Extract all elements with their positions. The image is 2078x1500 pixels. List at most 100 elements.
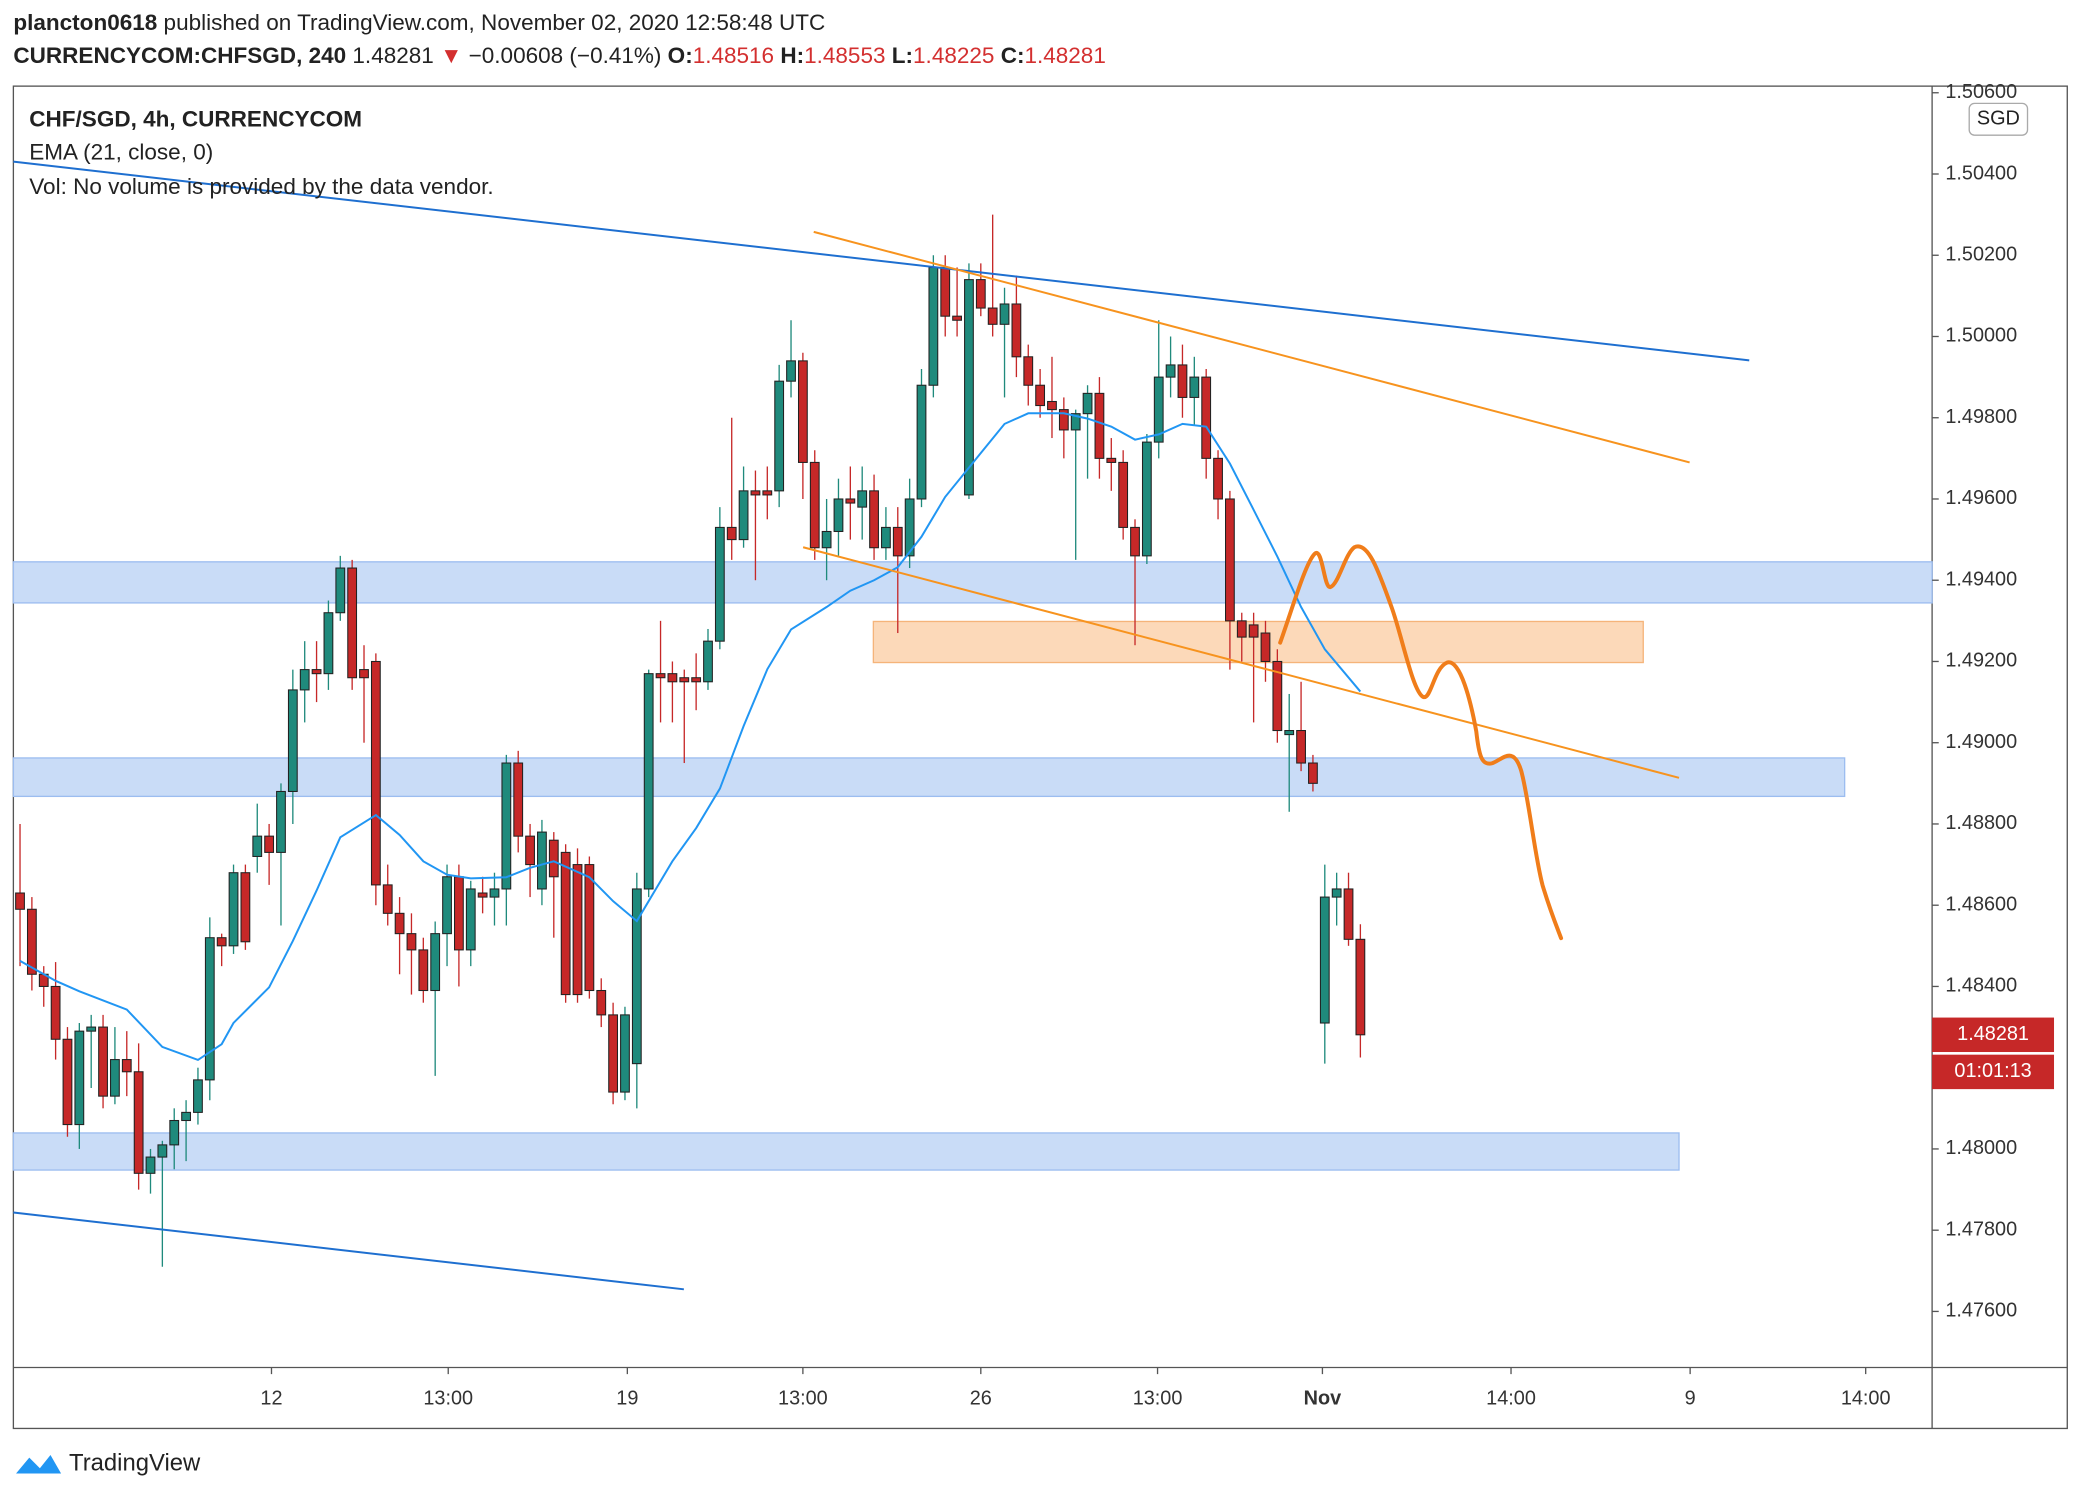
- candle-body: [406, 933, 417, 951]
- candle-body: [1094, 392, 1105, 459]
- publish-line: plancton0618 published on TradingView.co…: [13, 10, 825, 35]
- trend-line: [13, 160, 1750, 362]
- candle-body: [667, 673, 678, 683]
- candle-body: [1260, 632, 1271, 663]
- candle-body: [169, 1119, 180, 1146]
- candle-body: [964, 279, 974, 496]
- trend-line: [13, 1211, 684, 1291]
- candle-body: [738, 490, 749, 541]
- candle-body: [560, 851, 571, 996]
- x-tick-label: 14:00: [1841, 1388, 1891, 1410]
- candle-body: [1201, 376, 1212, 459]
- candle-body: [750, 490, 761, 496]
- candle-body: [1308, 762, 1318, 784]
- candle-body: [62, 1038, 73, 1126]
- y-tick-label: 1.48400: [1945, 975, 2017, 997]
- legend-title: CHF/SGD, 4h, CURRENCYCOM: [29, 107, 362, 132]
- channel-line: [802, 546, 1680, 779]
- candle-body: [228, 872, 239, 947]
- y-tick-label: 1.47600: [1945, 1300, 2017, 1322]
- candle-body: [703, 640, 713, 683]
- candle-body: [596, 989, 607, 1016]
- candle-body: [762, 490, 773, 496]
- open-label: O:: [668, 43, 693, 68]
- candle-body: [1236, 620, 1247, 638]
- x-tick-label: 12: [260, 1388, 282, 1410]
- candle-body: [655, 673, 666, 679]
- author: plancton0618: [13, 10, 157, 35]
- candle-body: [999, 303, 1010, 325]
- candle-body: [643, 673, 654, 890]
- y-tick-label: 1.49600: [1945, 487, 2017, 509]
- ema-line: [19, 412, 1362, 1062]
- support-zone: [12, 757, 1846, 798]
- candle-body: [525, 835, 535, 866]
- candle-body: [1355, 938, 1366, 1036]
- y-tick-label: 1.49000: [1945, 731, 2017, 753]
- candle-body: [1047, 400, 1057, 411]
- candle-body: [157, 1144, 168, 1158]
- last-price: 1.48281: [352, 43, 433, 68]
- countdown-box: [1932, 1054, 2055, 1090]
- candle-body: [15, 892, 25, 910]
- change: −0.00608 (−0.41%): [469, 43, 662, 68]
- legend-ema: EMA (21, close, 0): [29, 140, 213, 165]
- candle-body: [252, 835, 263, 857]
- candle-body: [418, 949, 429, 992]
- last-price-box: [1932, 1017, 2055, 1053]
- candle-body: [442, 876, 452, 935]
- candle-body: [323, 612, 334, 675]
- candle-body: [311, 669, 322, 675]
- y-tick-label: 1.48800: [1945, 812, 2017, 834]
- candle-body: [216, 937, 227, 947]
- candle-body: [892, 526, 903, 557]
- y-tick-label: 1.47800: [1945, 1218, 2017, 1240]
- candle-body: [916, 384, 927, 500]
- candle-body: [1130, 526, 1140, 557]
- candle-body: [584, 864, 595, 992]
- candle-body: [975, 279, 986, 309]
- candle-body: [608, 1014, 619, 1093]
- candle-body: [904, 498, 915, 557]
- candle-body: [1165, 364, 1176, 378]
- y-tick-label: 1.50200: [1945, 243, 2017, 265]
- countdown-label: 01:01:13: [1954, 1060, 2031, 1082]
- candle-body: [133, 1071, 144, 1174]
- high-value: 1.48553: [804, 43, 885, 68]
- candle-body: [430, 933, 441, 992]
- y-tick-label: 1.49400: [1945, 568, 2017, 590]
- candle-body: [1177, 364, 1188, 398]
- currency-box: [1968, 102, 2029, 136]
- candle-body: [1284, 729, 1295, 736]
- candle-body: [98, 1026, 108, 1097]
- candle-body: [1248, 624, 1259, 638]
- candle-body: [809, 461, 820, 549]
- x-tick-label: 19: [616, 1388, 638, 1410]
- candle-body: [1082, 392, 1093, 415]
- candle-body: [774, 380, 785, 492]
- published: published on TradingView.com, November 0…: [164, 10, 826, 35]
- candle-body: [145, 1156, 156, 1174]
- close-value: 1.48281: [1024, 43, 1105, 68]
- candle-body: [1023, 356, 1034, 386]
- y-tick-label: 1.50400: [1945, 162, 2017, 184]
- candle-body: [299, 669, 310, 691]
- candle-body: [370, 660, 381, 886]
- candle-body: [240, 872, 251, 943]
- candles: [15, 214, 1366, 1267]
- support-zone: [12, 561, 1933, 604]
- candle-body: [193, 1079, 203, 1113]
- low-value: 1.48225: [913, 43, 994, 68]
- candle-body: [679, 677, 690, 683]
- y-tick-label: 1.49800: [1945, 406, 2017, 428]
- support-zone: [12, 1132, 1680, 1171]
- candle-body: [394, 912, 405, 935]
- quote-line: CURRENCYCOM:CHFSGD, 240 1.48281 ▼ −0.006…: [13, 43, 1105, 68]
- close-label: C:: [1001, 43, 1025, 68]
- open-value: 1.48516: [693, 43, 774, 68]
- y-tick-label: 1.50000: [1945, 325, 2017, 347]
- candle-body: [1272, 660, 1283, 732]
- candle-body: [50, 985, 61, 1040]
- candle-body: [110, 1059, 120, 1097]
